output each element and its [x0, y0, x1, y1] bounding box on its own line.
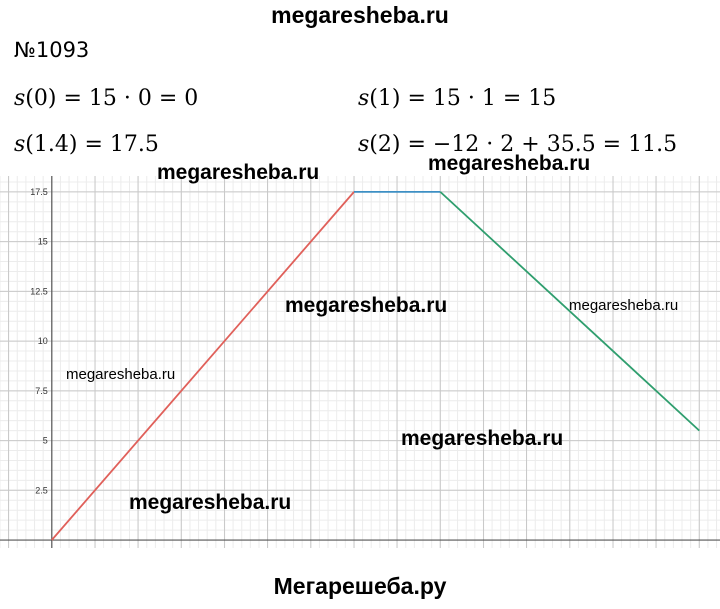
watermark: megaresheba.ru: [157, 161, 320, 184]
x-tick-label: 1.333: [386, 547, 409, 548]
x-tick-label: 1.167: [343, 547, 366, 548]
x-tick-label: 0.5: [175, 547, 188, 548]
x-tick-label: 1.667: [472, 547, 495, 548]
y-tick-label: 15: [38, 237, 48, 247]
x-tick-label: 2.333: [645, 547, 668, 548]
x-tick-label: 0.167: [84, 547, 107, 548]
equation-s2-fn: s: [358, 132, 370, 157]
x-tick-labels: -0.167 0 0.167 0.333 0.5 0.667 0.833 1 1.167 1.33…: [0, 547, 706, 548]
x-tick-label: 0.667: [213, 547, 236, 548]
grid-minor: [0, 176, 720, 548]
problem-number: №1093: [14, 38, 90, 62]
equation-s0: s(0) = 15 · 0 = 0: [14, 86, 198, 111]
chart-series: [51, 190, 700, 541]
x-tick-label: 0.333: [127, 547, 150, 548]
line-chart: -0.167 0 0.167 0.333 0.5 0.667 0.833 1 1.167 1.33…: [0, 176, 720, 548]
equation-s1-4-fn: s: [14, 132, 26, 157]
y-tick-label: 17.5: [30, 187, 48, 197]
watermark: megaresheba.ru: [428, 152, 591, 175]
x-tick-label: 1.833: [515, 547, 538, 548]
y-tick-label: 5: [43, 436, 48, 446]
watermark: megaresheba.ru: [66, 366, 176, 383]
x-tick-label: 2: [567, 547, 572, 548]
equation-s1-body: (1) = 15 · 1 = 15: [369, 86, 557, 111]
equation-s2-body: (2) = −12 · 2 + 35.5 = 11.5: [369, 132, 678, 157]
x-tick-label: -0.167: [0, 547, 21, 548]
y-tick-label: 10: [38, 336, 48, 346]
y-tick-label: 7.5: [35, 386, 48, 396]
y-tick-labels: 2.5 5 7.5 10 12.5 15 17.5: [30, 187, 48, 495]
y-tick-label: 2.5: [35, 485, 48, 495]
equation-s1-fn: s: [358, 86, 370, 111]
x-tick-label: 0: [44, 547, 49, 548]
x-tick-label: 1.5: [434, 547, 447, 548]
x-tick-label: 2.5: [693, 547, 706, 548]
series-line-3: [439, 191, 700, 432]
chart-axes: [0, 176, 720, 548]
watermark: megaresheba.ru: [401, 427, 564, 450]
x-tick-label: 1: [308, 547, 313, 548]
x-tick-label: 2.167: [602, 547, 625, 548]
series-line-1: [51, 191, 355, 541]
grid-major: [0, 176, 720, 548]
equation-s2: s(2) = −12 · 2 + 35.5 = 11.5: [358, 132, 677, 157]
equation-s1-4: s(1.4) = 17.5: [14, 132, 159, 157]
watermark: megaresheba.ru: [285, 294, 448, 317]
y-tick-label: 12.5: [30, 286, 48, 296]
site-title: megaresheba.ru: [271, 2, 449, 28]
footer-brand: Мегарешеба.ру: [273, 573, 447, 599]
equation-s1-4-body: (1.4) = 17.5: [25, 132, 159, 157]
watermark: megaresheba.ru: [129, 491, 292, 514]
equation-s0-body: (0) = 15 · 0 = 0: [25, 86, 199, 111]
x-tick-label: 0.833: [256, 547, 279, 548]
equation-s1: s(1) = 15 · 1 = 15: [358, 86, 556, 111]
watermark: megaresheba.ru: [569, 297, 679, 314]
equation-s0-fn: s: [14, 86, 26, 111]
